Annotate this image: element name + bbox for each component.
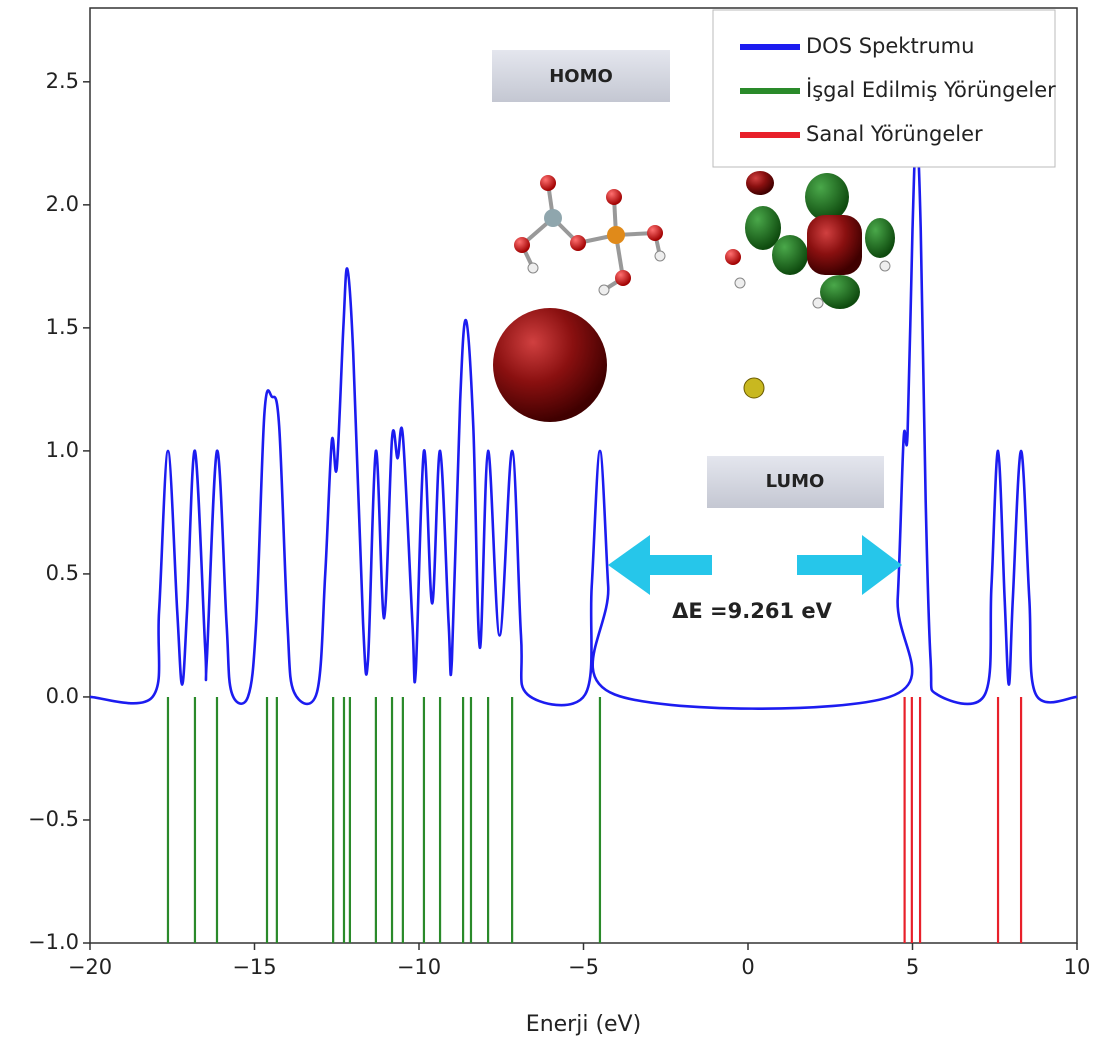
y-tick-label: −0.5 xyxy=(28,807,79,831)
legend-label: İşgal Edilmiş Yörüngeler xyxy=(806,77,1056,102)
x-tick-label: −5 xyxy=(568,955,599,979)
plot-area: −20 −15 −10 −5 0 5 10 −1.0 −0.5 0.0 0.5 1.0 1.5 2.0 2.… xyxy=(28,7,1091,1037)
y-tick-label: 2.5 xyxy=(46,69,79,93)
lumo-label: LUMO xyxy=(766,471,825,492)
x-axis-label: Enerji (eV) xyxy=(526,1012,641,1037)
legend: DOS Spektrumu İşgal Edilmiş Yörüngeler San… xyxy=(712,9,1056,168)
legend-label: DOS Spektrumu xyxy=(806,34,974,58)
homo-label: HOMO xyxy=(549,66,613,87)
homo-box xyxy=(492,50,670,102)
x-tick-label: −20 xyxy=(68,955,112,979)
x-tick-label: 5 xyxy=(906,955,919,979)
gap-arrows xyxy=(608,535,902,595)
y-tick-label: −1.0 xyxy=(28,930,79,954)
x-tick-label: −15 xyxy=(232,955,276,979)
x-tick-label: 10 xyxy=(1064,955,1091,979)
x-tick-label: −10 xyxy=(397,955,441,979)
gap-label: ΔE =9.261 eV xyxy=(672,599,832,623)
x-tick-label: 0 xyxy=(741,955,754,979)
legend-label: Sanal Yörüngeler xyxy=(806,122,983,146)
y-tick-label: 1.5 xyxy=(46,315,79,339)
dos-curve xyxy=(89,129,1078,710)
y-tick-label: 0.5 xyxy=(46,561,79,585)
y-tick-label: 1.0 xyxy=(46,438,79,462)
molecule-images xyxy=(493,171,895,422)
y-tick-label: 2.0 xyxy=(46,192,79,216)
lumo-box xyxy=(707,456,884,508)
y-tick-label: 0.0 xyxy=(46,684,79,708)
